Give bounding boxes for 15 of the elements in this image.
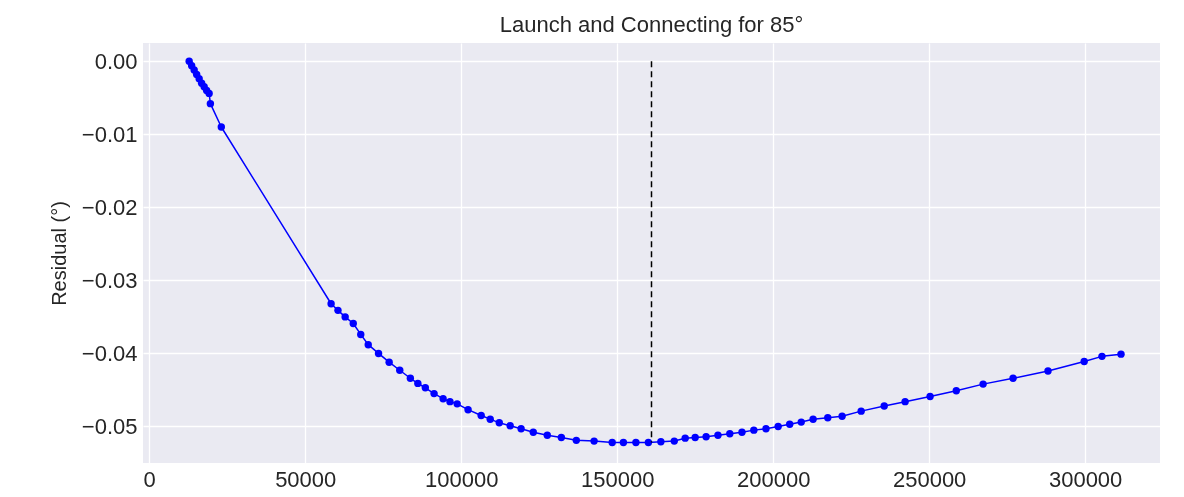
y-tick-label: −0.01 [81, 121, 138, 147]
x-tick-label: 50000 [275, 466, 337, 492]
y-tick-label: −0.05 [81, 413, 138, 439]
x-tick-label: 0 [143, 466, 156, 492]
x-tick-label: 250000 [892, 466, 967, 492]
y-tick-label: 0.00 [94, 48, 138, 74]
x-tick-label: 300000 [1048, 466, 1123, 492]
x-tick-label: 100000 [424, 466, 499, 492]
y-axis-title: Residual (°) [47, 201, 70, 306]
chart-title: Launch and Connecting for 85° [499, 12, 804, 37]
x-tick-label: 200000 [736, 466, 811, 492]
x-tick-label: 150000 [580, 466, 655, 492]
y-tick-label: −0.04 [81, 340, 138, 366]
y-tick-label: −0.03 [81, 267, 138, 293]
y-tick-label: −0.02 [81, 194, 138, 220]
